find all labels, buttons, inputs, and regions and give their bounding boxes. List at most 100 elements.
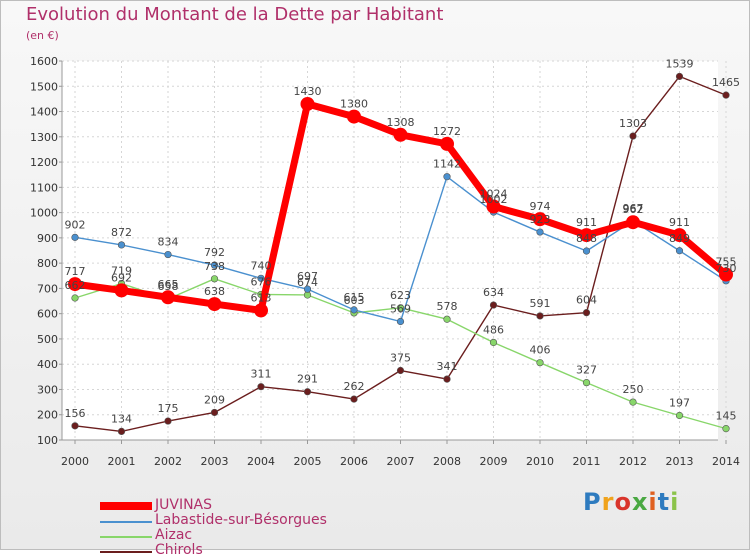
legend-label-aizac: Aizac <box>155 527 193 543</box>
data-label-labastide-sur-b-sorgues: 697 <box>297 270 318 283</box>
data-label-aizac: 676 <box>251 275 272 288</box>
data-point-juvinas <box>254 303 268 318</box>
y-tick-label: 700 <box>37 282 58 295</box>
data-point-labastide-sur-b-sorgues <box>210 261 219 269</box>
data-label-aizac: 145 <box>716 410 737 423</box>
x-tick-label: 2014 <box>712 455 740 468</box>
data-point-chirols <box>303 388 312 396</box>
logo-letter: o <box>614 488 632 516</box>
legend-label-labastide: Labastide-sur-Bésorgues <box>155 512 327 528</box>
data-label-juvinas: 717 <box>65 265 86 278</box>
data-label-juvinas: 613 <box>251 291 272 304</box>
data-label-aizac: 603 <box>344 294 365 307</box>
y-tick-label: 400 <box>37 358 58 371</box>
data-point-labastide-sur-b-sorgues <box>396 317 405 326</box>
y-tick-label: 1000 <box>30 207 58 220</box>
data-label-juvinas: 974 <box>530 200 551 213</box>
data-label-aizac: 250 <box>623 383 644 396</box>
data-point-labastide-sur-b-sorgues <box>582 247 591 255</box>
data-point-aizac <box>629 398 637 406</box>
data-point-juvinas <box>626 215 640 230</box>
y-tick-label: 900 <box>37 232 58 245</box>
data-label-labastide-sur-b-sorgues: 834 <box>158 236 179 249</box>
data-label-juvinas: 962 <box>623 203 644 216</box>
y-tick-label: 600 <box>37 308 58 321</box>
data-label-labastide-sur-b-sorgues: 730 <box>716 262 737 275</box>
data-label-aizac: 674 <box>297 276 318 289</box>
data-label-chirols: 1303 <box>619 117 647 130</box>
data-point-labastide-sur-b-sorgues <box>117 241 126 249</box>
x-tick-label: 2005 <box>294 455 322 468</box>
data-point-labastide-sur-b-sorgues <box>257 274 265 282</box>
x-tick-label: 2010 <box>526 455 554 468</box>
data-point-aizac <box>210 275 219 283</box>
data-label-aizac: 658 <box>158 280 179 293</box>
data-point-chirols <box>210 408 219 417</box>
data-point-chirols <box>489 301 498 309</box>
data-point-juvinas <box>486 199 501 214</box>
data-label-juvinas: 911 <box>669 216 690 229</box>
data-point-aizac <box>443 315 451 323</box>
data-point-labastide-sur-b-sorgues <box>164 250 172 259</box>
data-point-labastide-sur-b-sorgues <box>303 285 312 293</box>
x-tick-label: 2009 <box>480 455 508 468</box>
data-label-labastide-sur-b-sorgues: 967 <box>623 202 644 215</box>
legend-label-juvinas: JUVINAS <box>155 497 213 513</box>
x-tick-label: 2013 <box>666 455 694 468</box>
x-tick-label: 2012 <box>619 455 647 468</box>
x-tick-label: 2011 <box>573 455 601 468</box>
data-label-juvinas: 1380 <box>340 98 368 111</box>
data-label-chirols: 375 <box>390 352 411 365</box>
data-point-juvinas <box>672 228 687 243</box>
x-tick-label: 2002 <box>154 455 182 468</box>
data-label-chirols: 175 <box>158 402 179 415</box>
logo-letter: P <box>583 488 602 516</box>
data-label-chirols: 262 <box>344 380 365 393</box>
data-point-juvinas <box>440 136 454 151</box>
y-tick-label: 200 <box>37 409 58 422</box>
data-label-chirols: 634 <box>483 286 504 299</box>
y-tick-label: 100 <box>37 434 58 447</box>
data-label-labastide-sur-b-sorgues: 872 <box>111 226 132 239</box>
data-point-labastide-sur-b-sorgues <box>350 306 358 314</box>
data-label-labastide-sur-b-sorgues: 902 <box>65 218 86 231</box>
data-label-chirols: 1539 <box>666 57 694 70</box>
legend-swatch-aizac <box>100 536 152 538</box>
data-label-aizac: 738 <box>204 260 225 273</box>
data-point-chirols <box>536 312 544 320</box>
data-point-juvinas <box>393 127 408 142</box>
data-label-aizac: 197 <box>669 396 690 409</box>
y-tick-label: 1200 <box>30 156 58 169</box>
data-label-labastide-sur-b-sorgues: 849 <box>669 232 690 245</box>
data-point-juvinas <box>533 212 547 227</box>
data-label-chirols: 156 <box>65 407 86 420</box>
data-label-juvinas: 1272 <box>433 125 461 138</box>
data-point-juvinas <box>207 297 222 312</box>
data-point-chirols <box>164 417 172 425</box>
data-point-aizac <box>71 294 79 302</box>
y-tick-label: 1300 <box>30 131 58 144</box>
data-point-chirols <box>257 383 265 391</box>
y-tick-label: 1600 <box>30 55 58 68</box>
y-tick-label: 1100 <box>30 181 58 194</box>
x-tick-label: 2001 <box>108 455 136 468</box>
data-point-aizac <box>582 379 591 387</box>
y-tick-label: 1500 <box>30 80 58 93</box>
data-label-labastide-sur-b-sorgues: 848 <box>576 232 597 245</box>
data-point-juvinas <box>347 109 361 124</box>
data-label-labastide-sur-b-sorgues: 615 <box>344 291 365 304</box>
data-label-chirols: 1465 <box>712 76 740 89</box>
chart-title: Evolution du Montant de la Dette par Hab… <box>26 4 444 25</box>
data-point-chirols <box>629 132 637 140</box>
data-label-aizac: 662 <box>65 279 86 292</box>
data-label-aizac: 327 <box>576 364 597 377</box>
data-label-juvinas: 638 <box>204 285 225 298</box>
data-point-chirols <box>675 72 684 81</box>
data-label-juvinas: 1430 <box>294 85 322 98</box>
y-tick-label: 500 <box>37 333 58 346</box>
data-point-labastide-sur-b-sorgues <box>536 228 544 236</box>
x-tick-label: 2003 <box>201 455 229 468</box>
x-tick-label: 2006 <box>340 455 368 468</box>
data-point-juvinas <box>68 277 82 292</box>
